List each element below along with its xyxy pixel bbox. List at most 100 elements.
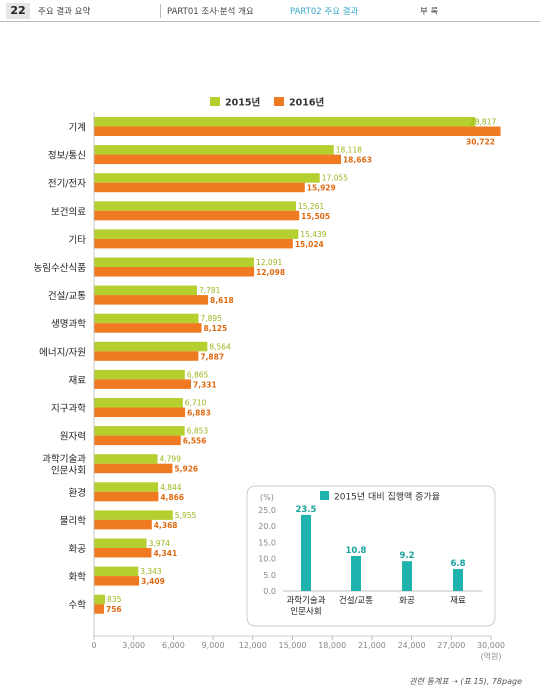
value-label-2015: 7,781 [199,286,221,295]
bar-2016 [94,210,300,221]
category-label: 원자력 [60,431,86,443]
bar-2016 [94,435,181,446]
inset-category-label: 재료 [450,596,466,606]
x-tick-label: 0 [91,641,96,650]
bar-2015 [94,510,173,520]
value-label-2016: 15,505 [301,212,330,221]
category-label: 물리학 [60,516,86,527]
bar-2015 [94,229,299,239]
bar-2016 [94,295,209,305]
category-label: 에너지/자원 [39,347,86,358]
category-label: 수학 [69,600,87,611]
category-label: 정보/통신 [48,151,86,162]
category-label: 과학기술과 [42,454,86,465]
legend-label-2015: 2015년 [225,97,260,109]
inset-category-label: 화공 [399,596,415,606]
inset-y-tick-label: 10.0 [258,555,276,564]
category-label: 재료 [69,375,87,386]
bar-2015 [94,285,197,296]
category-label: 기타 [69,235,87,246]
bar-2015 [94,566,139,577]
bar-2016 [94,548,152,558]
value-label-2015: 6,865 [187,370,209,379]
bar-2015 [94,538,147,548]
bar-2016 [94,351,199,361]
bar-2016 [94,154,341,165]
inset-value-label: 23.5 [296,505,317,515]
inset-value-label: 9.2 [399,551,414,561]
header-rule [0,21,540,22]
bar-2016 [94,126,501,136]
bar-2015 [94,398,183,408]
value-label-2015: 835 [107,595,122,604]
bar-2016 [94,407,186,417]
nav-divider [160,4,161,18]
nav-appendix[interactable]: 부 록 [420,7,439,17]
inset-y-unit: (%) [260,493,274,502]
value-label-2016: 6,556 [183,437,207,446]
x-tick-label: 15,000 [279,641,307,650]
category-label: 화공 [69,544,87,555]
x-tick-label: 24,000 [398,641,426,650]
inset-value-label: 10.8 [346,546,367,556]
inset-y-tick-label: 15.0 [258,538,276,547]
value-label-2016: 3,409 [141,577,165,586]
value-label-2016: 7,887 [200,352,224,361]
inset-category-label: 건설/교통 [339,595,373,606]
inset-legend-swatch [320,491,329,500]
bar-2015 [94,173,320,183]
value-label-2015: 6,710 [185,399,207,408]
bar-2015 [94,313,199,324]
nav-summary[interactable]: 주요 결과 요약 [38,7,91,17]
bar-2015 [94,145,334,155]
x-unit-label: (억원) [481,651,502,661]
bar-2016 [94,519,152,530]
value-label-2015: 5,955 [175,511,197,520]
nav-part01[interactable]: PART01 조사·분석 개요 [167,7,254,17]
value-label-2015: 3,974 [149,539,171,548]
category-label: 생명과학 [51,319,86,330]
value-label-2016: 756 [106,605,122,614]
bar-2015 [94,594,106,605]
x-tick-label: 6,000 [162,641,185,650]
page-number: 22 [6,3,30,19]
x-tick-label: 21,000 [358,641,386,650]
inset-value-label: 6.8 [450,559,465,569]
x-tick-label: 27,000 [437,641,465,650]
value-label-2016: 15,024 [295,240,324,249]
value-label-2016: 5,926 [174,465,198,474]
value-label-2016: 4,866 [160,493,184,502]
bar-2015 [94,201,296,211]
x-tick-label: 3,000 [122,641,145,650]
value-label-2016: 8,125 [204,324,228,333]
bar-2015 [94,482,159,492]
value-label-2015: 15,261 [298,202,324,211]
value-label-2015: 17,055 [322,174,348,183]
value-label-2015: 4,844 [160,483,182,492]
value-label-2016: 7,331 [193,380,217,389]
value-label-2015: 15,439 [300,230,326,239]
value-label-2016: 4,368 [154,521,178,530]
legend-swatch-2016 [274,97,284,106]
inset-title: 2015년 대비 집행액 증가율 [334,491,440,503]
category-label: 전기/전자 [48,179,86,190]
x-tick-label: 18,000 [318,641,346,650]
category-label: 화학 [69,572,87,583]
bar-2015 [94,341,208,352]
bar-2016 [94,379,192,389]
bar-2015 [94,426,185,436]
value-label-2016: 15,929 [307,184,336,193]
bar-2016 [94,576,140,586]
value-label-2015: 4,799 [160,455,182,464]
bar-2016 [94,323,202,333]
value-label-2015: 8,564 [209,342,231,351]
inset-y-tick-label: 20.0 [258,522,276,531]
category-label: 환경 [69,487,86,499]
bar-2015 [94,454,158,464]
nav-part02[interactable]: PART02 주요 결과 [290,7,359,17]
inset-category-label: 과학기술과 [286,595,325,606]
bar-2016 [94,267,255,277]
inset-y-tick-label: 25.0 [258,506,276,515]
legend-swatch-2015 [210,97,220,106]
value-label-2015: 12,091 [256,258,282,267]
